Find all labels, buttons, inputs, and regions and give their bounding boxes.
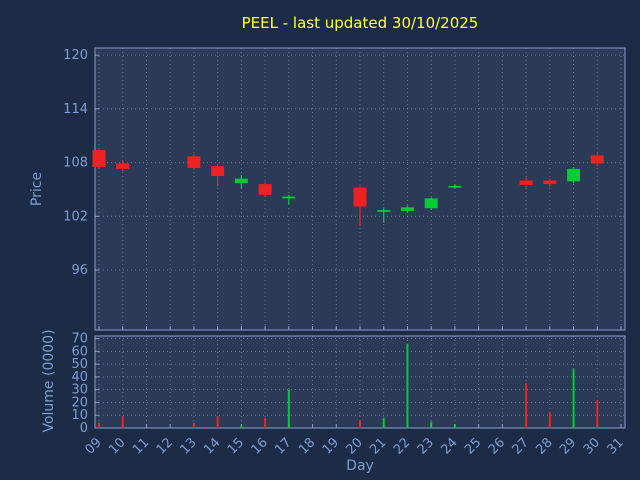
x-tick-label: 15: [225, 435, 247, 457]
price-tick-label: 96: [71, 263, 88, 278]
x-tick-label: 31: [605, 435, 627, 457]
x-tick-label: 13: [177, 435, 199, 457]
volume-tick-label: 40: [71, 370, 88, 385]
price-tick-label: 102: [63, 209, 88, 224]
price-panel-border: [94, 47, 626, 331]
x-axis-label: Day: [346, 458, 374, 474]
x-tick-label: 27: [510, 435, 532, 457]
x-tick-label: 17: [272, 435, 294, 457]
candlestick: [116, 160, 130, 172]
volume-bar: [287, 389, 290, 428]
volume-axis-label: Volume (0000): [41, 329, 57, 433]
x-tick-label: 12: [154, 435, 176, 457]
volume-bar: [216, 416, 219, 428]
volume-bar: [192, 422, 195, 428]
volume-tick-label: 50: [71, 357, 88, 372]
volume-tick-label: 10: [71, 408, 88, 423]
x-tick-label: 29: [557, 435, 579, 457]
x-tick-label: 09: [83, 435, 105, 457]
price-tick-label: 120: [63, 48, 88, 63]
x-tick-label: 25: [462, 435, 484, 457]
x-tick-label: 14: [201, 435, 223, 457]
candlestick: [448, 184, 462, 189]
volume-tick-label: 30: [71, 383, 88, 398]
x-tick-label: 19: [320, 435, 342, 457]
candlestick: [353, 185, 367, 227]
candlestick: [519, 177, 533, 188]
volume-tick-label: 0: [80, 421, 88, 436]
x-tick-label: 23: [415, 435, 437, 457]
candlestick: [400, 205, 414, 213]
candlestick: [377, 207, 391, 223]
x-tick-label: 21: [367, 435, 389, 457]
x-tick-label: 16: [249, 435, 271, 457]
x-tick-label: 28: [533, 435, 555, 457]
candlestick: [424, 197, 438, 211]
candlestick: [590, 153, 604, 167]
candlestick: [92, 148, 106, 169]
x-tick-label: 26: [486, 435, 508, 457]
volume-tick-label: 70: [71, 332, 88, 347]
x-tick-label: 18: [296, 435, 318, 457]
candlestick: [282, 194, 296, 205]
chart-title: PEEL - last updated 30/10/2025: [241, 14, 479, 32]
volume-bar: [406, 343, 409, 428]
volume-tick-label: 60: [71, 344, 88, 359]
candlestick: [258, 182, 272, 198]
volume-bar: [359, 420, 361, 428]
candlestick: [234, 175, 248, 189]
x-tick-label: 24: [438, 435, 460, 457]
volume-bar: [382, 417, 385, 428]
volume-bar: [98, 422, 100, 428]
volume-bar: [121, 416, 124, 428]
x-tick-label: 20: [344, 435, 366, 457]
volume-panel: [95, 336, 625, 428]
price-tick-label: 108: [63, 156, 88, 171]
volume-bar: [572, 369, 575, 428]
volume-bar: [596, 399, 599, 428]
x-tick-label: 22: [391, 435, 413, 457]
volume-bar: [453, 424, 456, 428]
volume-bar: [264, 417, 267, 428]
volume-tick-label: 20: [71, 395, 88, 410]
volume-bar: [240, 425, 243, 428]
volume-bar: [430, 421, 433, 428]
candlestick: [543, 178, 557, 187]
volume-bar: [525, 383, 528, 428]
x-tick-label: 11: [130, 435, 152, 457]
candlestick: [211, 164, 225, 186]
price-axis-label: Price: [29, 171, 45, 207]
x-tick-label: 10: [106, 435, 128, 457]
candlestick: [187, 154, 201, 170]
price-tick-label: 114: [63, 102, 88, 117]
volume-bar: [548, 412, 551, 428]
candlestick: [567, 167, 581, 184]
x-tick-label: 30: [581, 435, 603, 457]
